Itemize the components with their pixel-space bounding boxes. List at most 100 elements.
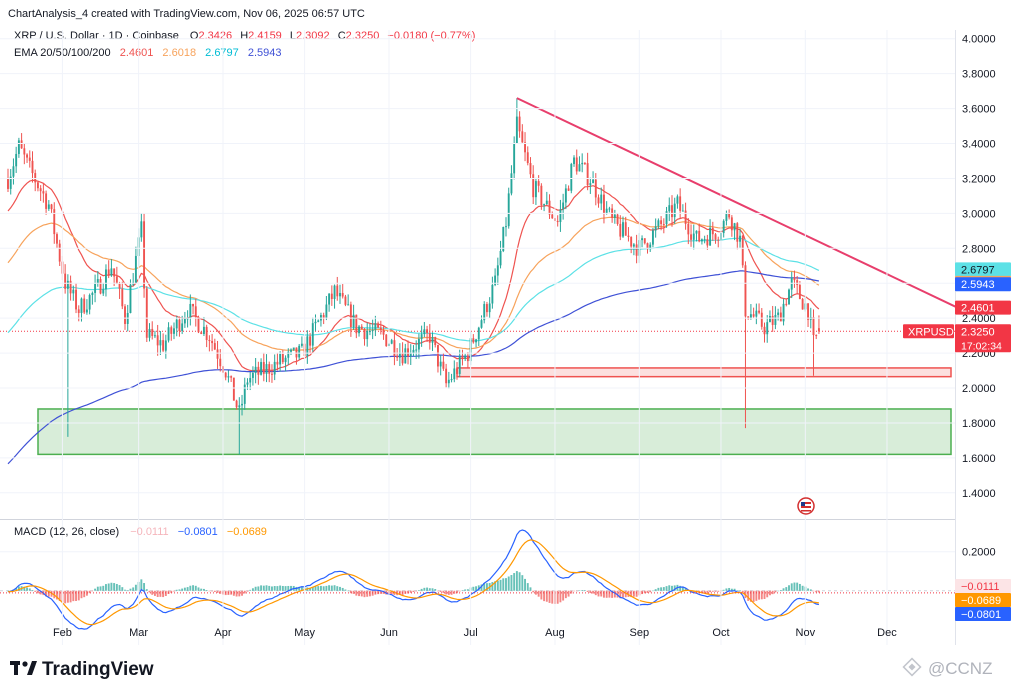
candle	[317, 319, 319, 322]
candle-body	[625, 222, 627, 235]
candle-body	[198, 317, 200, 332]
candle	[86, 299, 88, 315]
candle-body	[217, 349, 219, 358]
candle-body	[159, 340, 161, 345]
candle-body	[551, 215, 553, 219]
candle	[244, 378, 246, 410]
candle-body	[418, 339, 420, 350]
macd-histogram-bar	[636, 591, 638, 597]
macd-histogram-bar	[181, 589, 183, 591]
candle	[532, 165, 534, 204]
candle-body	[374, 323, 376, 329]
macd-histogram-bar	[146, 589, 148, 591]
time-tick-label: Mar	[129, 627, 148, 639]
macd-histogram-bar	[132, 587, 134, 590]
macd-histogram-bar	[178, 589, 180, 590]
candle	[445, 364, 447, 387]
candle-body	[630, 237, 632, 247]
macd-histogram-bar	[606, 591, 608, 598]
candle-body	[440, 362, 442, 367]
macd-histogram-bar	[657, 588, 659, 591]
macd-histogram-bar	[249, 590, 251, 591]
candle	[712, 222, 714, 241]
candle	[94, 275, 96, 303]
candle	[549, 194, 551, 219]
candle-body	[530, 163, 532, 174]
candle-body	[102, 289, 104, 293]
macd-histogram-bar	[276, 586, 278, 591]
macd-histogram-bar	[151, 591, 153, 595]
change-value: −0.0180 (−0.77%)	[387, 30, 475, 42]
macd-histogram-bar	[739, 591, 741, 592]
candle-body	[334, 286, 336, 299]
support-zone	[38, 409, 951, 454]
candle	[731, 215, 733, 237]
candle-body	[110, 268, 112, 275]
candle	[440, 355, 442, 375]
candle-body	[429, 333, 431, 343]
macd-histogram-bar	[241, 591, 243, 596]
candle	[723, 219, 725, 237]
candle	[701, 238, 703, 244]
macd-price-label-text: −0.0689	[961, 595, 1001, 607]
candle-body	[391, 340, 393, 343]
candle	[396, 348, 398, 361]
tradingview-logo-icon	[10, 661, 37, 675]
candle	[581, 153, 583, 172]
candle	[135, 247, 137, 283]
candle-body	[380, 328, 382, 330]
candle	[266, 354, 268, 382]
candle-body	[260, 362, 262, 375]
candle-body	[184, 319, 186, 324]
macd-histogram-bar	[538, 591, 540, 597]
macd-histogram-bar	[415, 591, 417, 592]
macd-histogram-bar	[519, 572, 521, 590]
candle-body	[214, 343, 216, 349]
time-tick-label: Apr	[214, 627, 231, 639]
candle-body	[540, 186, 542, 205]
candle	[434, 337, 436, 348]
candle-body	[663, 224, 665, 225]
candle-body	[282, 354, 284, 362]
candle	[184, 312, 186, 328]
candle	[671, 195, 673, 227]
resistance-zone	[457, 368, 951, 377]
macd-histogram-bar	[508, 577, 510, 591]
candle-body	[527, 152, 529, 163]
macd-histogram-bar	[491, 582, 493, 591]
candle	[472, 334, 474, 344]
macd-histogram-bar	[595, 591, 597, 595]
candle	[32, 151, 34, 182]
candle-body	[785, 304, 787, 305]
candle-body	[717, 240, 719, 241]
candle-body	[723, 221, 725, 233]
candle	[393, 331, 395, 365]
macd-histogram-bar	[116, 584, 118, 591]
candle-body	[734, 223, 736, 230]
candle	[298, 344, 300, 360]
candle-body	[679, 196, 681, 210]
macd-price-label: −0.0689	[955, 593, 1011, 607]
candle-body	[40, 188, 42, 191]
candle	[83, 294, 85, 314]
candle-body	[325, 305, 327, 318]
countdown-label: 17:02:34	[961, 340, 1002, 352]
candle-body	[268, 364, 270, 374]
tradingview-logo[interactable]: TradingView	[10, 659, 154, 680]
candle	[187, 310, 189, 327]
candle	[636, 235, 638, 263]
news-flag-icon[interactable]	[798, 498, 814, 514]
candle-body	[37, 182, 39, 188]
macd-signal-value: −0.0689	[227, 526, 267, 538]
candle	[649, 242, 651, 252]
candle	[606, 201, 608, 214]
macd-histogram-bar	[562, 591, 564, 601]
candle	[121, 282, 123, 309]
candle	[53, 202, 55, 244]
candle	[788, 289, 790, 305]
candle-body	[211, 341, 213, 343]
macd-histogram-bar	[600, 591, 602, 597]
macd-histogram-bar	[709, 591, 711, 592]
candle	[619, 215, 621, 240]
candle	[608, 207, 610, 212]
